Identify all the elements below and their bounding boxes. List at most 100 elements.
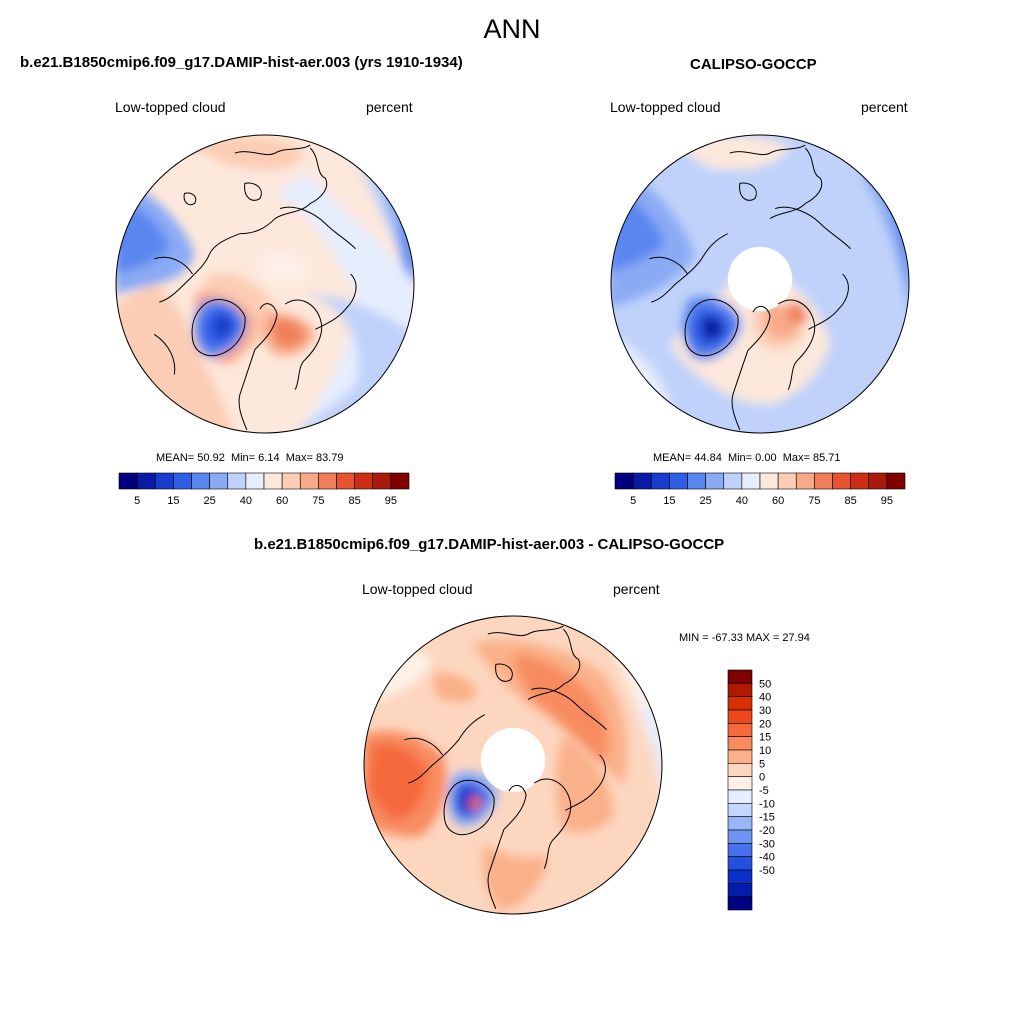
model-mean-value: 50.92 <box>197 452 225 464</box>
diff-colorbar-tick-label: 15 <box>759 732 771 744</box>
obs-max-value: 85.71 <box>812 452 841 464</box>
model-colorbar-box <box>336 472 355 490</box>
diff-colorbar-box <box>727 816 753 831</box>
model-units-label: percent <box>366 99 413 115</box>
diff-colorbar-box <box>727 843 753 857</box>
model-colorbar: 5 15 25 40 60 75 85 95 <box>118 472 410 507</box>
model-colorbar-tick-label: 60 <box>276 495 288 507</box>
obs-colorbar-box <box>759 472 779 490</box>
diff-colorbar-box <box>727 789 753 804</box>
diff-colorbar-box <box>727 829 753 844</box>
obs-colorbar-tick-label: 60 <box>772 495 784 507</box>
diff-colorbar-tick-label: -15 <box>759 812 775 824</box>
diff-colorbar-tick-label: 10 <box>759 745 771 757</box>
diff-colorbar-tick-label: 5 <box>759 758 765 770</box>
model-colorbar-box <box>209 472 229 490</box>
model-colorbar-box <box>154 472 174 490</box>
obs-colorbar-box <box>614 472 634 490</box>
obs-colorbar-tick-label: 75 <box>808 495 820 507</box>
obs-colorbar-tick-label: 40 <box>736 495 748 507</box>
diff-colorbar-box <box>727 709 753 724</box>
model-polar-map <box>115 134 415 434</box>
diff-colorbar-box <box>727 896 753 911</box>
diff-colorbar-tick-label: 50 <box>759 678 771 690</box>
obs-colorbar-tick-label: 25 <box>700 495 712 507</box>
obs-stats: MEAN= 44.84 Min= 0.00 Max= 85.71 <box>653 452 841 464</box>
model-colorbar-box <box>299 472 319 490</box>
model-colorbar-box <box>227 472 247 490</box>
diff-colorbar-tick-label: -5 <box>759 785 769 797</box>
diff-colorbar-box <box>727 763 753 777</box>
obs-mean-label: MEAN= <box>653 452 692 464</box>
model-colorbar-box <box>281 472 301 490</box>
model-mean-label: MEAN= <box>156 452 195 464</box>
model-colorbar-box <box>118 472 138 490</box>
obs-panel-title: CALIPSO-GOCCP <box>690 56 817 73</box>
model-stats: MEAN= 50.92 Min= 6.14 Max= 83.79 <box>156 452 344 464</box>
obs-variable-label: Low-topped cloud <box>610 99 721 115</box>
model-colorbar-box <box>245 472 265 490</box>
obs-colorbar-box <box>741 472 761 490</box>
obs-colorbar-box <box>795 472 815 490</box>
diff-colorbar-box <box>727 803 753 817</box>
diff-minmax: MIN = -67.33 MAX = 27.94 <box>679 632 810 644</box>
obs-colorbar-box <box>832 472 851 490</box>
model-colorbar-box <box>318 472 337 490</box>
obs-colorbar-tick-label: 85 <box>845 495 857 507</box>
model-min-label: Min= <box>230 452 256 464</box>
diff-colorbar-tick-label: -20 <box>759 825 775 837</box>
model-colorbar-box <box>372 472 392 490</box>
diff-colorbar-tick-label: -10 <box>759 798 775 810</box>
model-colorbar-tick-label: 5 <box>134 495 140 507</box>
obs-units-label: percent <box>861 99 908 115</box>
diff-colorbar-box <box>727 749 753 764</box>
obs-colorbar-tick-label: 5 <box>630 495 636 507</box>
model-variable-label: Low-topped cloud <box>115 99 226 115</box>
diff-colorbar-box <box>727 669 753 684</box>
diff-colorbar-box <box>727 736 753 751</box>
obs-colorbar-box <box>777 472 797 490</box>
obs-colorbar-tick-label: 95 <box>881 495 893 507</box>
diff-colorbar-tick-label: -30 <box>759 838 775 850</box>
model-colorbar-tick-label: 95 <box>385 495 397 507</box>
diff-panel-title: b.e21.B1850cmip6.f09_g17.DAMIP-hist-aer.… <box>254 536 725 553</box>
obs-polar-map <box>610 134 910 434</box>
obs-max-label: Max= <box>782 452 810 464</box>
obs-min-value: 0.00 <box>755 452 777 464</box>
obs-colorbar-box <box>705 472 725 490</box>
obs-colorbar-box <box>687 472 706 490</box>
obs-colorbar-tick-label: 15 <box>663 495 675 507</box>
main-title: ANN <box>483 14 541 44</box>
diff-colorbar-box <box>727 776 753 791</box>
diff-colorbar-tick-label: -50 <box>759 865 775 877</box>
obs-colorbar-box <box>669 472 688 490</box>
model-colorbar-tick-label: 75 <box>312 495 324 507</box>
diff-colorbar-tick-label: 40 <box>759 692 771 704</box>
diff-colorbar-tick-label: -40 <box>759 852 775 864</box>
obs-colorbar: 5 15 25 40 60 75 85 95 <box>614 472 906 507</box>
diff-units-label: percent <box>613 581 660 597</box>
diff-colorbar-box <box>727 683 753 697</box>
diff-colorbar-tick-label: 0 <box>759 772 765 784</box>
diff-variable-label: Low-topped cloud <box>362 581 473 597</box>
diff-colorbar-box <box>727 869 753 884</box>
diff-polar-map <box>363 615 663 915</box>
model-colorbar-tick-label: 40 <box>240 495 252 507</box>
model-colorbar-box <box>136 472 156 490</box>
obs-colorbar-box <box>886 472 906 490</box>
obs-min-label: Min= <box>727 452 753 464</box>
obs-colorbar-box <box>850 472 870 490</box>
model-colorbar-tick-label: 25 <box>204 495 216 507</box>
diff-colorbar-box <box>727 856 753 871</box>
obs-colorbar-box <box>650 472 670 490</box>
model-colorbar-box <box>263 472 283 490</box>
model-max-label: Max= <box>285 452 313 464</box>
obs-colorbar-box <box>814 472 833 490</box>
obs-mean-value: 44.84 <box>694 452 722 464</box>
diff-colorbar-box <box>727 696 753 711</box>
model-colorbar-box <box>354 472 374 490</box>
obs-colorbar-box <box>723 472 743 490</box>
model-min-value: 6.14 <box>258 452 280 464</box>
model-panel-title: b.e21.B1850cmip6.f09_g17.DAMIP-hist-aer.… <box>20 54 463 71</box>
